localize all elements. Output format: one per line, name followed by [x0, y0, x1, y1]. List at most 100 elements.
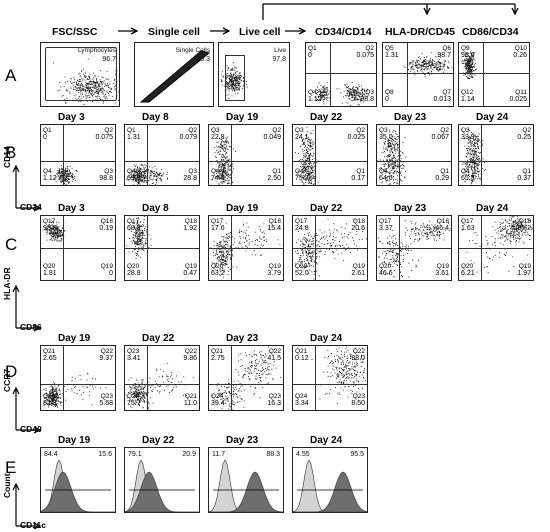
event-dot: [139, 243, 141, 245]
event-dot: [106, 78, 108, 80]
event-dot: [385, 148, 387, 150]
event-dot: [137, 234, 139, 235]
event-dot: [305, 168, 307, 170]
event-dot: [56, 240, 58, 242]
event-dot: [303, 236, 305, 238]
event-dot: [56, 232, 58, 234]
event-dot: [215, 176, 217, 177]
event-dot: [319, 95, 321, 97]
event-dot: [137, 243, 139, 245]
event-dot: [100, 90, 102, 91]
event-dot: [306, 177, 308, 179]
event-dot: [399, 246, 401, 248]
event-dot: [61, 238, 63, 240]
quadrant-percent: 28.8: [183, 175, 197, 182]
event-dot: [466, 71, 468, 73]
event-dot: [85, 82, 87, 83]
event-dot: [310, 173, 312, 175]
quadrant-percent: 0.47: [183, 270, 197, 277]
event-dot: [134, 175, 136, 177]
event-dot: [469, 155, 471, 157]
event-dot: [135, 243, 137, 245]
quadrant-name: Q1: [272, 168, 281, 175]
event-dot: [474, 169, 476, 170]
event-dot: [392, 249, 394, 251]
event-dot: [387, 237, 388, 239]
quadrant-stat: Q4 75.7: [295, 168, 309, 183]
event-dot: [393, 145, 395, 147]
event-dot: [346, 236, 348, 238]
event-dot: [230, 79, 232, 81]
quadrant-plot: Q17 24.8 Q18 20.6 Q20 52.0 Q19 2.61: [292, 215, 368, 281]
event-dot: [389, 161, 391, 163]
event-dot: [55, 229, 56, 231]
event-dot: [232, 254, 233, 256]
event-dot: [223, 163, 225, 165]
event-dot: [418, 64, 420, 66]
event-dot: [102, 93, 104, 95]
quadrant-name: Q3: [188, 168, 197, 175]
event-dot: [219, 243, 221, 245]
event-dot: [135, 180, 137, 182]
event-dot: [472, 175, 474, 177]
event-dot: [224, 247, 226, 249]
event-dot: [128, 176, 129, 178]
event-dot: [477, 174, 479, 176]
event-dot: [470, 66, 472, 68]
event-dot: [226, 83, 228, 85]
event-dot: [233, 87, 235, 89]
event-dot: [474, 152, 475, 154]
event-dot: [228, 251, 229, 253]
event-dot: [105, 90, 107, 92]
event-dot: [315, 97, 317, 99]
event-dot: [448, 62, 450, 64]
event-dot: [321, 93, 323, 95]
event-dot: [469, 164, 471, 166]
event-dot: [228, 163, 229, 165]
event-dot: [462, 62, 464, 64]
event-dot: [388, 164, 389, 165]
event-dot: [421, 65, 423, 67]
event-dot: [439, 67, 441, 69]
day-label: Day 19: [226, 203, 259, 214]
event-dot: [334, 258, 336, 260]
event-dot: [435, 65, 437, 67]
event-dot: [305, 153, 307, 155]
event-dot: [226, 141, 228, 143]
event-dot: [470, 70, 472, 72]
event-dot: [314, 271, 315, 272]
event-dot: [463, 162, 465, 164]
event-dot: [394, 260, 396, 262]
event-dot: [347, 102, 349, 104]
quadrant-name: Q20: [211, 263, 224, 270]
event-dot: [135, 230, 137, 232]
event-dot: [359, 92, 361, 94]
event-dot: [388, 154, 389, 156]
event-dot: [55, 228, 57, 229]
event-dot: [310, 167, 312, 169]
event-dot: [137, 183, 138, 185]
event-dot: [389, 167, 391, 169]
event-dot: [305, 240, 307, 242]
event-dot: [319, 93, 321, 95]
event-dot: [413, 69, 415, 70]
event-dot: [307, 256, 309, 258]
event-dot: [135, 175, 136, 176]
event-dot: [82, 85, 83, 87]
event-dot: [475, 171, 476, 173]
event-dot: [238, 72, 240, 74]
event-dot: [320, 91, 321, 93]
event-dot: [237, 77, 239, 79]
event-dot: [232, 166, 234, 168]
event-dot: [389, 172, 391, 174]
event-dot: [229, 82, 231, 84]
event-dot: [303, 143, 305, 145]
event-dot: [105, 78, 107, 80]
event-dot: [217, 243, 218, 244]
event-dot: [58, 172, 60, 174]
event-dot: [235, 151, 236, 152]
quadrant-name: Q1: [522, 168, 531, 175]
event-dot: [475, 170, 477, 171]
event-dot: [239, 236, 241, 237]
event-dot: [109, 88, 111, 90]
